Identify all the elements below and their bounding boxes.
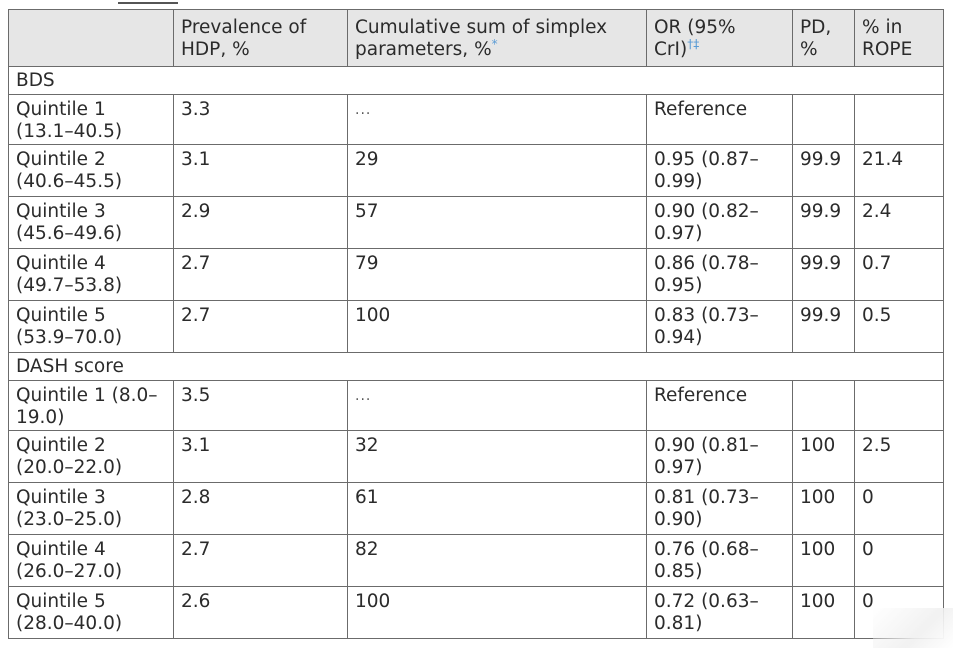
cell-rope: 0 [854, 534, 944, 587]
cell-odds-ratio: 0.76 (0.68–0.85) [646, 534, 793, 587]
cropped-caption-strip [8, 0, 943, 9]
table-row: Quintile 4 (49.7–53.8) 2.7 79 0.86 (0.78–0.… [8, 248, 944, 301]
cropped-caption-fragment [118, 0, 178, 4]
cell-pd: 100 [792, 430, 855, 483]
header-odds-ratio-label: OR (95% CrI) [654, 17, 736, 60]
cell-odds-ratio: 0.90 (0.81–0.97) [646, 430, 793, 483]
section-title: BDS [8, 66, 944, 95]
section-title: DASH score [8, 352, 944, 381]
section-header-row: DASH score [8, 352, 944, 381]
cell-quintile-label: Quintile 5 (53.9–70.0) [8, 300, 174, 353]
cell-prevalence: 2.7 [173, 248, 348, 301]
header-rope: % in ROPE [854, 9, 944, 67]
cell-prevalence: 3.3 [173, 94, 348, 145]
cell-quintile-label: Quintile 2 (20.0–22.0) [8, 430, 174, 483]
header-odds-ratio: OR (95% CrI)†‡ [646, 9, 793, 67]
cell-pd: 99.9 [792, 300, 855, 353]
table-header: Prevalence of HDP, % Cumulative sum of s… [8, 9, 944, 67]
table-row: Quintile 5 (53.9–70.0) 2.7 100 0.83 (0.73–0… [8, 300, 944, 353]
table-row: Quintile 4 (26.0–27.0) 2.7 82 0.76 (0.68–0.… [8, 534, 944, 587]
cell-odds-ratio: 0.86 (0.78–0.95) [646, 248, 793, 301]
cell-rope: 0.5 [854, 300, 944, 353]
cell-pd: 99.9 [792, 144, 855, 197]
cell-cumulative-sum: 57 [347, 196, 647, 249]
cell-cumulative-sum: 100 [347, 586, 647, 639]
cell-rope [854, 380, 944, 431]
cell-odds-ratio: 0.83 (0.73–0.94) [646, 300, 793, 353]
header-pd: PD, % [792, 9, 855, 67]
cell-quintile-label: Quintile 4 (49.7–53.8) [8, 248, 174, 301]
cell-odds-ratio: Reference [646, 380, 793, 431]
cell-rope: 0 [854, 482, 944, 535]
cell-cumulative-sum: 29 [347, 144, 647, 197]
cell-rope [854, 94, 944, 145]
cell-odds-ratio: 0.90 (0.82–0.97) [646, 196, 793, 249]
results-table: Prevalence of HDP, % Cumulative sum of s… [8, 9, 944, 639]
cell-prevalence: 3.1 [173, 144, 348, 197]
cell-pd [792, 94, 855, 145]
cell-prevalence: 2.7 [173, 534, 348, 587]
cell-prevalence: 2.9 [173, 196, 348, 249]
cell-pd [792, 380, 855, 431]
table-row: Quintile 1 (13.1–40.5) 3.3... Reference [8, 94, 944, 145]
cell-odds-ratio: 0.72 (0.63–0.81) [646, 586, 793, 639]
cell-prevalence: 2.8 [173, 482, 348, 535]
header-cumulative-sum: Cumulative sum of simplex parameters, %* [347, 9, 647, 67]
cell-odds-ratio: 0.95 (0.87–0.99) [646, 144, 793, 197]
table-body: BDS Quintile 1 (13.1–40.5) 3.3... Reference… [8, 66, 944, 639]
cell-rope: 2.4 [854, 196, 944, 249]
table-row: Quintile 2 (40.6–45.5) 3.1 29 0.95 (0.87–0.… [8, 144, 944, 197]
cell-rope: 0 [854, 586, 944, 639]
cell-rope: 0.7 [854, 248, 944, 301]
header-row: Prevalence of HDP, % Cumulative sum of s… [8, 9, 944, 67]
cell-cumulative-sum: 100 [347, 300, 647, 353]
cell-odds-ratio: Reference [646, 94, 793, 145]
cell-odds-ratio: 0.81 (0.73–0.90) [646, 482, 793, 535]
header-group [8, 9, 174, 67]
section-header-row: BDS [8, 66, 944, 95]
cell-quintile-label: Quintile 5 (28.0–40.0) [8, 586, 174, 639]
cell-pd: 99.9 [792, 196, 855, 249]
cell-pd: 100 [792, 534, 855, 587]
cell-quintile-label: Quintile 2 (40.6–45.5) [8, 144, 174, 197]
cell-quintile-label: Quintile 1 (13.1–40.5) [8, 94, 174, 145]
header-prevalence: Prevalence of HDP, % [173, 9, 348, 67]
cell-cumulative-sum: 79 [347, 248, 647, 301]
footnote-asterisk: * [491, 36, 498, 51]
footnote-dagger-symbols: †‡ [687, 36, 700, 51]
cell-pd: 100 [792, 586, 855, 639]
cell-quintile-label: Quintile 1 (8.0–19.0) [8, 380, 174, 431]
cell-cumulative-sum: 32 [347, 430, 647, 483]
cell-prevalence: 3.1 [173, 430, 348, 483]
cell-prevalence: 3.5 [173, 380, 348, 431]
cell-cumulative-sum: ... [347, 380, 647, 431]
table-row: Quintile 1 (8.0–19.0) 3.5... Reference [8, 380, 944, 431]
cell-rope: 2.5 [854, 430, 944, 483]
cell-cumulative-sum: 61 [347, 482, 647, 535]
cell-prevalence: 2.7 [173, 300, 348, 353]
cell-pd: 100 [792, 482, 855, 535]
cell-quintile-label: Quintile 4 (26.0–27.0) [8, 534, 174, 587]
cell-quintile-label: Quintile 3 (45.6–49.6) [8, 196, 174, 249]
cell-quintile-label: Quintile 3 (23.0–25.0) [8, 482, 174, 535]
table-row: Quintile 3 (23.0–25.0) 2.8 61 0.81 (0.73–0.… [8, 482, 944, 535]
cell-cumulative-sum: 82 [347, 534, 647, 587]
table-row: Quintile 2 (20.0–22.0) 3.1 32 0.90 (0.81–0.… [8, 430, 944, 483]
cell-prevalence: 2.6 [173, 586, 348, 639]
cell-cumulative-sum: ... [347, 94, 647, 145]
header-cumulative-sum-label: Cumulative sum of simplex parameters, % [355, 17, 608, 60]
table-row: Quintile 3 (45.6–49.6) 2.9 57 0.90 (0.82–0.… [8, 196, 944, 249]
cell-rope: 21.4 [854, 144, 944, 197]
table-row: Quintile 5 (28.0–40.0) 2.6 100 0.72 (0.63–0… [8, 586, 944, 639]
cell-pd: 99.9 [792, 248, 855, 301]
